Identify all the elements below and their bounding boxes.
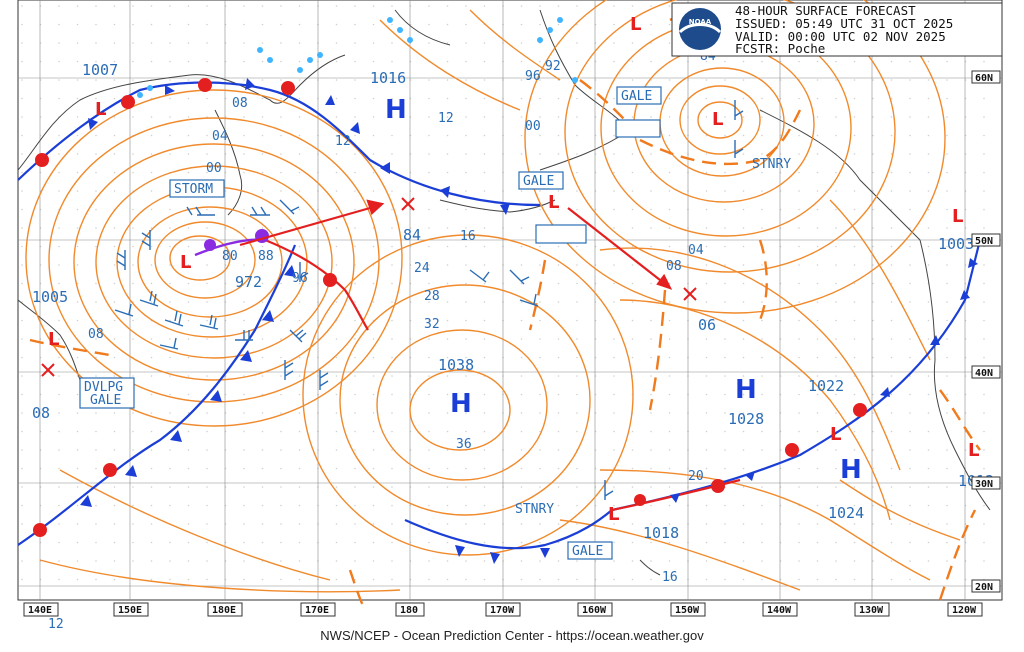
pressure-value: 1022 [808, 377, 844, 395]
isobar-label: 00 [206, 161, 222, 176]
latitude-labels: 60N 50N 40N 30N 20N [971, 70, 1001, 593]
forecast-header: NOAA 48-HOUR SURFACE FORECAST ISSUED: 05… [671, 2, 1003, 57]
isobar-label: 00 [525, 119, 541, 134]
warning-label: STORM [174, 182, 213, 197]
header-forecaster: FCSTR: Poche [735, 41, 825, 56]
header-valid: VALID: 00:00 UTC 02 NOV 2025 [735, 29, 946, 44]
low-symbol: L [830, 424, 841, 445]
lat-label: 40N [975, 368, 993, 379]
footer-credit: NWS/NCEP - Ocean Prediction Center - htt… [320, 628, 704, 643]
high-symbol: H [735, 375, 757, 405]
isobar-label: 88 [258, 249, 274, 264]
lon-label: 140E [28, 605, 52, 616]
lat-label: 60N [975, 73, 993, 84]
isobar-label: 28 [424, 289, 440, 304]
lon-label: 170E [305, 605, 329, 616]
pressure-value: 972 [235, 273, 262, 291]
low-symbol: L [180, 252, 191, 273]
x-markers [41, 197, 697, 377]
isobar-label: 96 [525, 69, 541, 84]
pressure-value: 84 [403, 226, 421, 244]
pressure-value: 1024 [828, 504, 864, 522]
noaa-logo-text: NOAA [689, 18, 712, 26]
pressure-value: 1003 [938, 235, 974, 253]
isobar-label: 24 [414, 261, 430, 276]
isobar-label: 32 [424, 317, 440, 332]
pressure-value: 06 [698, 316, 716, 334]
low-symbol: L [48, 329, 59, 350]
coastlines [17, 9, 991, 576]
isobar-label: 36 [456, 437, 472, 452]
lat-label: 30N [975, 479, 993, 490]
isobar-label: 20 [688, 469, 704, 484]
isobar-label: 16 [662, 570, 678, 585]
warning-label: GALE [572, 544, 603, 559]
warning-label: GALE [621, 89, 652, 104]
stationary-tags: STNRY STNRY [515, 157, 791, 517]
isobar-label: 16 [460, 229, 476, 244]
pressure-symbols: L L L L L L L L L L H H H H [48, 14, 979, 525]
isobar-label: 80 [222, 249, 238, 264]
pressure-value: 1028 [728, 410, 764, 428]
low-symbol: L [630, 14, 641, 35]
movement-arrows [239, 199, 673, 290]
lon-label: 140W [767, 605, 792, 616]
lon-label: 160W [582, 605, 607, 616]
isobar-label: 08 [666, 259, 682, 274]
high-symbol: H [385, 95, 407, 125]
low-symbol: L [968, 440, 979, 461]
lat-label: 50N [975, 236, 993, 247]
header-title: 48-HOUR SURFACE FORECAST [735, 3, 916, 18]
warning-label: GALE [523, 174, 554, 189]
warning-boxes: STORM GALE GALE GALE DVLPG GALE [79, 86, 662, 560]
high-symbol: H [840, 455, 862, 485]
isobar-label: 12 [438, 111, 454, 126]
low-symbol: L [548, 192, 559, 213]
map-frame [17, 0, 1003, 601]
fronts [17, 78, 982, 564]
isobar-label: 04 [688, 243, 704, 258]
lon-label: 180E [212, 605, 236, 616]
low-symbol: L [608, 504, 619, 525]
lon-label: 120W [952, 605, 977, 616]
ice-edge [137, 17, 578, 98]
isobar-label: 08 [232, 96, 248, 111]
lon-label: 150W [675, 605, 700, 616]
header-issued: ISSUED: 05:49 UTC 31 OCT 2025 [735, 16, 953, 31]
pressure-value: 1007 [82, 61, 118, 79]
lon-label: 170W [490, 605, 515, 616]
wind-barbs [114, 100, 744, 500]
isobar-label: 08 [88, 327, 104, 342]
pressure-value: 1016 [370, 69, 406, 87]
stationary-label: STNRY [752, 157, 791, 172]
pressure-value: 1038 [438, 356, 474, 374]
lon-label: 180 [400, 605, 418, 616]
pressure-values: 1007 1016 972 1002 965 1003 1005 08 1038… [32, 61, 994, 542]
high-symbol: H [450, 389, 472, 419]
pressure-value: 1018 [643, 524, 679, 542]
pressure-value: 08 [32, 404, 50, 422]
low-symbol: L [712, 109, 723, 130]
lon-label: 150E [118, 605, 142, 616]
isobar-label: 96 [292, 271, 308, 286]
lon-label: 130W [859, 605, 884, 616]
stationary-label: STNRY [515, 502, 554, 517]
pressure-value: 1005 [32, 288, 68, 306]
isobar-label: 12 [48, 617, 64, 632]
lat-label: 20N [975, 582, 993, 593]
isobar-label: 92 [545, 59, 561, 74]
isobar-label: 12 [335, 134, 351, 149]
isobar-label: 04 [212, 129, 228, 144]
noaa-logo [679, 8, 721, 50]
warning-label: GALE [90, 393, 121, 408]
low-symbol: L [95, 99, 106, 120]
low-symbol: L [952, 206, 963, 227]
warning-label: DVLPG [84, 380, 123, 395]
longitude-labels: 140E 150E 180E 170E 180 170W 160W 150W 1… [23, 602, 983, 617]
